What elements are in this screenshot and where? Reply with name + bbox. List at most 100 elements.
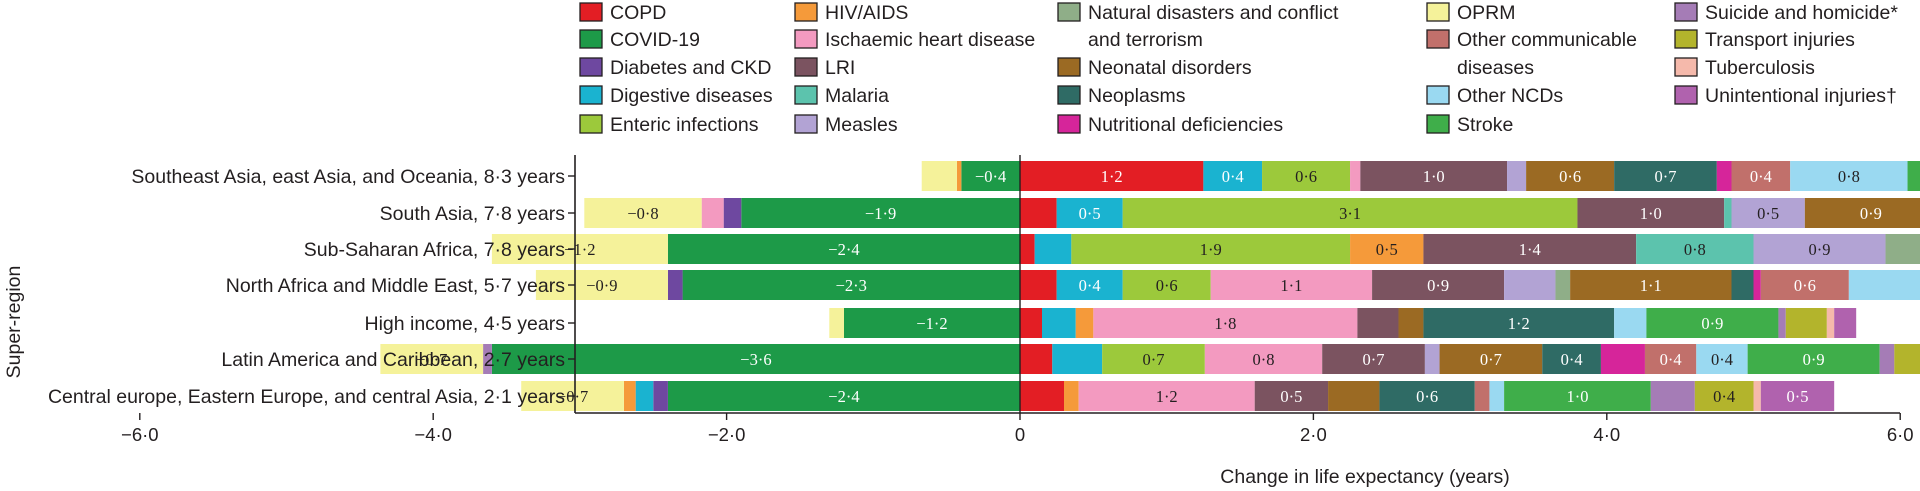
data-label: −1·2	[564, 240, 595, 259]
data-label: 0·8	[1684, 240, 1706, 259]
legend-swatch-other_ncd	[1426, 85, 1450, 105]
bar-segment-neoplasms	[1614, 161, 1717, 191]
category-label: High income, 4·5 years	[364, 313, 565, 335]
bar-segment-copd	[1020, 234, 1035, 264]
bar-segment-digestive	[1042, 308, 1076, 338]
bar-segment-stroke	[1747, 344, 1880, 374]
bar-segment-lri	[1423, 234, 1637, 264]
bar-segment-oprm	[535, 270, 668, 300]
bar-segment-digestive	[1203, 161, 1263, 191]
data-label: 1·0	[1566, 387, 1588, 406]
bar-row: −1·9−0·80·53·11·00·50·90·41·20·41·40·4	[584, 198, 1920, 228]
legend-item-other_comm: Other communicable diseases	[1426, 29, 1637, 79]
bar-segment-suicide	[1778, 308, 1786, 338]
bar-segment-diabetes	[653, 381, 668, 411]
data-label: 0·5	[1787, 387, 1809, 406]
data-label: 0·5	[1376, 240, 1398, 259]
legend-item-ihd: Ischaemic heart disease	[794, 29, 1035, 51]
category-label: Southeast Asia, east Asia, and Oceania, …	[131, 166, 565, 188]
x-tick-label: −4·0	[414, 424, 452, 445]
bar-segment-diabetes	[723, 198, 742, 228]
bar-segment-covid	[667, 381, 1020, 411]
data-label: 0·8	[1253, 350, 1275, 369]
bar-segment-oprm	[491, 234, 668, 264]
legend-item-nutritional: Nutritional deficiencies	[1057, 114, 1283, 136]
bar-segment-hiv	[956, 161, 962, 191]
bar-segment-other_ncd	[1614, 308, 1647, 338]
data-label: 0·9	[1809, 240, 1831, 259]
category-labels: Southeast Asia, east Asia, and Oceania, …	[48, 166, 565, 408]
data-label: −2·4	[828, 240, 859, 259]
bar-segment-measles	[1731, 198, 1805, 228]
legend-item-tb: Tuberculosis	[1674, 57, 1815, 79]
bar-segment-suicide	[1650, 381, 1695, 411]
legend-swatch-digestive	[579, 85, 603, 105]
legend-label-covid: COVID-19	[610, 29, 700, 51]
legend-item-suicide: Suicide and homicide*	[1674, 2, 1898, 24]
data-label: 0·7	[1654, 167, 1676, 186]
x-tick-label: 0	[1015, 424, 1025, 445]
bar-segment-covid	[961, 161, 1020, 191]
data-label: 0·5	[1280, 387, 1302, 406]
legend-label-nutritional: Nutritional deficiencies	[1088, 114, 1283, 136]
bar-segment-copd	[1020, 161, 1204, 191]
legend-item-other_ncd: Other NCDs	[1426, 85, 1563, 107]
bar-segment-oprm	[584, 198, 702, 228]
data-label: 1·9	[1200, 240, 1222, 259]
legend-swatch-diabetes	[579, 57, 603, 77]
data-label: −1·2	[916, 314, 947, 333]
data-label: 0·6	[1156, 276, 1178, 295]
bar-segment-enteric	[1102, 344, 1205, 374]
legend-label-neonatal: Neonatal disorders	[1088, 57, 1252, 79]
x-tick-label: 2·0	[1300, 424, 1327, 445]
bar-segment-nutritional	[1716, 161, 1732, 191]
bar-segment-covid	[741, 198, 1020, 228]
data-label: 3·1	[1339, 204, 1361, 223]
bar-segment-transport	[1894, 344, 1920, 374]
bar-segment-ihd	[1093, 308, 1358, 338]
bar-row: −0·41·20·40·61·00·60·70·40·81·20·50·6	[921, 161, 1920, 191]
bar-segment-oprm	[921, 161, 957, 191]
bar-segment-copd	[1020, 198, 1057, 228]
bar-segment-lri	[1357, 308, 1399, 338]
legend-swatch-copd	[579, 2, 603, 22]
bar-segment-neoplasms	[1731, 270, 1754, 300]
bar-row: −2·4−0·7 1·2 0·5 0·6 1·0 0·4 0·5	[521, 381, 1835, 411]
data-label: 0·9	[1427, 276, 1449, 295]
bar-segment-lri	[1372, 270, 1505, 300]
data-label: −2·3	[836, 276, 867, 295]
legend-item-natural: Natural disasters and conflict and terror…	[1057, 2, 1339, 51]
legend-swatch-neonatal	[1057, 57, 1081, 77]
bar-segment-lri	[1360, 161, 1508, 191]
legend-item-neonatal: Neonatal disorders	[1057, 57, 1252, 79]
bars-area: −0·41·20·40·61·00·60·70·40·81·20·50·6 −1·…	[380, 161, 1920, 411]
category-label: North Africa and Middle East, 5·7 years	[226, 275, 565, 297]
bar-segment-oprm	[380, 344, 484, 374]
legend-swatch-measles	[794, 114, 818, 134]
data-label: 0·5	[1757, 204, 1779, 223]
bar-segment-transport	[1785, 308, 1827, 338]
legend-swatch-malaria	[794, 85, 818, 105]
data-label: −0·4	[975, 167, 1006, 186]
bar-segment-copd	[1020, 270, 1057, 300]
bar-segment-covid	[843, 308, 1020, 338]
legend-label-lri: LRI	[825, 57, 855, 79]
legend-label-enteric: Enteric infections	[610, 114, 759, 136]
data-label: 0·9	[1803, 350, 1825, 369]
bar-segment-unintentional	[1760, 381, 1835, 411]
bar-segment-ihd	[1204, 344, 1323, 374]
data-label: −0·7	[416, 350, 447, 369]
bar-segment-digestive	[1056, 198, 1123, 228]
bar-segment-ihd	[1350, 161, 1361, 191]
legend-swatch-lri	[794, 57, 818, 77]
bar-segment-stroke	[1646, 308, 1779, 338]
bar-segment-neonatal	[1570, 270, 1732, 300]
category-label: Latin America and Caribbean, 2·7 years	[221, 349, 565, 371]
bar-segment-covid	[682, 270, 1020, 300]
legend-label-tb: Tuberculosis	[1705, 57, 1815, 79]
data-label: −1·9	[865, 204, 896, 223]
legend-swatch-enteric	[579, 114, 603, 134]
bar-segment-other_ncd	[1790, 161, 1908, 191]
bar-segment-ihd	[1078, 381, 1255, 411]
data-label: 1·2	[1508, 314, 1530, 333]
